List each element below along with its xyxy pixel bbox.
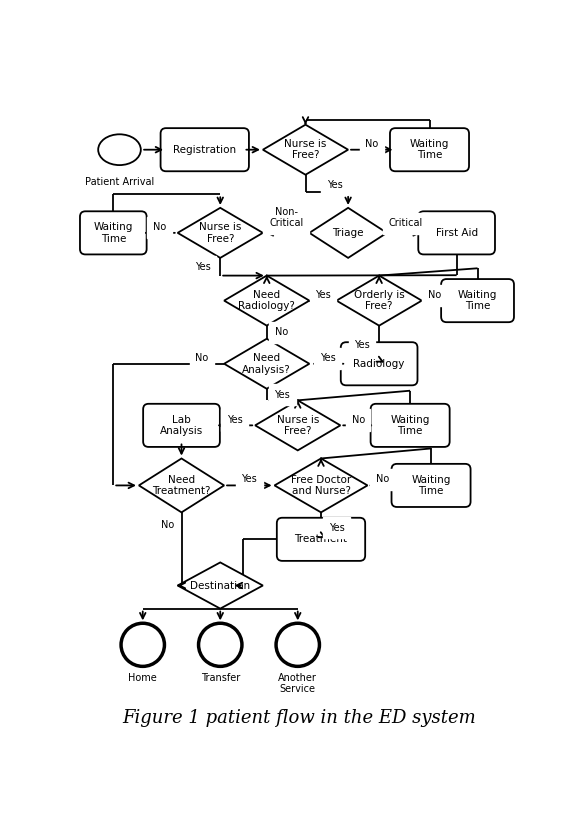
- Text: Waiting
Time: Waiting Time: [410, 139, 449, 161]
- Text: No: No: [365, 139, 378, 149]
- FancyBboxPatch shape: [277, 517, 365, 561]
- Text: Non-
Critical: Non- Critical: [269, 207, 303, 228]
- Text: Home: Home: [128, 672, 157, 682]
- Text: Free Doctor
and Nurse?: Free Doctor and Nurse?: [291, 475, 351, 496]
- Polygon shape: [310, 208, 387, 258]
- Text: Waiting
Time: Waiting Time: [458, 290, 497, 311]
- Circle shape: [199, 623, 242, 667]
- FancyBboxPatch shape: [80, 211, 147, 255]
- FancyBboxPatch shape: [340, 342, 418, 386]
- Text: Orderly is
Free?: Orderly is Free?: [354, 290, 405, 311]
- Text: Lab
Analysis: Lab Analysis: [160, 414, 203, 436]
- Text: Yes: Yes: [195, 262, 211, 272]
- Text: Need
Treatment?: Need Treatment?: [152, 475, 211, 496]
- Text: Waiting
Time: Waiting Time: [411, 475, 451, 496]
- Polygon shape: [178, 563, 263, 609]
- Polygon shape: [336, 275, 422, 325]
- FancyBboxPatch shape: [391, 464, 471, 507]
- FancyBboxPatch shape: [441, 279, 514, 322]
- Text: Waiting
Time: Waiting Time: [93, 222, 133, 244]
- Text: No: No: [274, 327, 288, 337]
- Text: Waiting
Time: Waiting Time: [391, 414, 430, 436]
- Polygon shape: [224, 339, 310, 389]
- Text: Nurse is
Free?: Nurse is Free?: [284, 139, 326, 161]
- Polygon shape: [263, 124, 348, 175]
- Text: Need
Radiology?: Need Radiology?: [238, 290, 295, 311]
- Text: Yes: Yes: [241, 475, 257, 485]
- Text: Nurse is
Free?: Nurse is Free?: [277, 414, 319, 436]
- Text: Figure 1 patient flow in the ED system: Figure 1 patient flow in the ED system: [123, 709, 476, 727]
- Text: Critical: Critical: [388, 218, 422, 228]
- Polygon shape: [178, 208, 263, 258]
- Text: Destination: Destination: [190, 581, 251, 591]
- Text: Yes: Yes: [227, 415, 243, 425]
- Text: Nurse is
Free?: Nurse is Free?: [199, 222, 241, 244]
- Text: No: No: [153, 222, 166, 232]
- Polygon shape: [139, 458, 224, 513]
- FancyBboxPatch shape: [390, 129, 469, 171]
- Text: No: No: [427, 290, 441, 300]
- Text: Yes: Yes: [274, 390, 290, 400]
- Text: No: No: [196, 353, 208, 363]
- Text: Need
Analysis?: Need Analysis?: [242, 353, 291, 375]
- FancyBboxPatch shape: [143, 404, 220, 447]
- Text: Yes: Yes: [315, 290, 331, 300]
- FancyBboxPatch shape: [418, 211, 495, 255]
- Text: Transfer: Transfer: [201, 672, 240, 682]
- Text: First Aid: First Aid: [436, 228, 478, 238]
- Text: No: No: [161, 521, 174, 531]
- Text: No: No: [376, 475, 389, 485]
- Text: Registration: Registration: [173, 145, 237, 155]
- Circle shape: [276, 623, 319, 667]
- Polygon shape: [224, 275, 310, 325]
- Text: Yes: Yes: [354, 339, 370, 349]
- Text: Another
Service: Another Service: [279, 672, 317, 694]
- Text: Triage: Triage: [332, 228, 364, 238]
- Text: Yes: Yes: [320, 353, 336, 363]
- Text: Patient Arrival: Patient Arrival: [85, 176, 154, 187]
- Text: Treatment: Treatment: [294, 534, 347, 545]
- Text: Radiology: Radiology: [353, 358, 405, 369]
- FancyBboxPatch shape: [371, 404, 450, 447]
- Ellipse shape: [98, 134, 141, 165]
- Polygon shape: [255, 400, 340, 451]
- Text: Yes: Yes: [326, 180, 342, 190]
- Text: Yes: Yes: [329, 522, 345, 533]
- Polygon shape: [274, 458, 367, 513]
- Text: No: No: [352, 415, 365, 425]
- Circle shape: [121, 623, 165, 667]
- FancyBboxPatch shape: [161, 129, 249, 171]
